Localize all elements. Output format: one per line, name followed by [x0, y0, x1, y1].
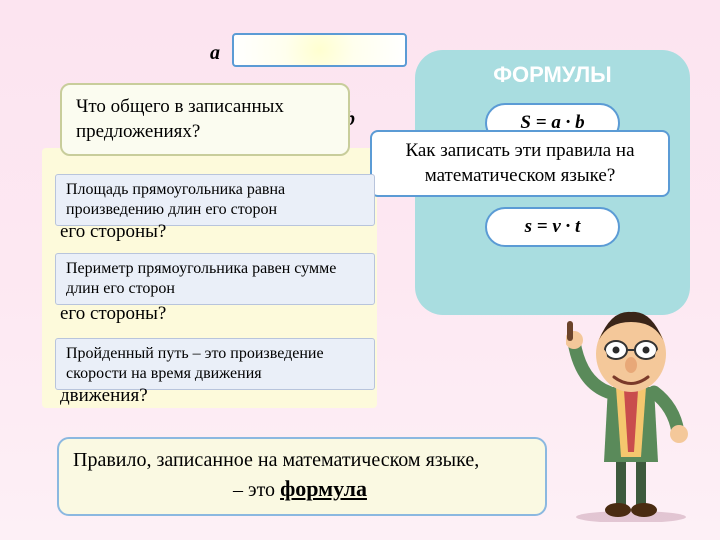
remnant-1: его стороны?	[55, 221, 375, 243]
conclusion-box: Правило, записанное на математическом яз…	[57, 437, 547, 516]
conclusion-line2: – это формула	[73, 474, 531, 504]
description-distance: Пройденный путь – это произведение скоро…	[55, 338, 375, 390]
description-area: Площадь прямоугольника равна произведени…	[55, 174, 375, 226]
formulas-title: ФОРМУЛЫ	[415, 62, 690, 88]
remnant-3: движения?	[55, 385, 375, 407]
teacher-character-icon	[566, 292, 696, 522]
label-a: a	[210, 42, 220, 65]
description-perimeter: Периметр прямоугольника равен сумме длин…	[55, 253, 375, 305]
conclusion-line1: Правило, записанное на математическом яз…	[73, 447, 531, 474]
formula-distance: s = v · t	[485, 207, 620, 247]
remnant-2: его стороны?	[55, 303, 375, 325]
right-question-callout: Как записать эти правила на математическ…	[370, 130, 670, 197]
question-callout: Что общего в записанных предложениях?	[60, 83, 350, 156]
top-gradient-box	[232, 33, 407, 67]
formula-word: формула	[280, 476, 367, 501]
